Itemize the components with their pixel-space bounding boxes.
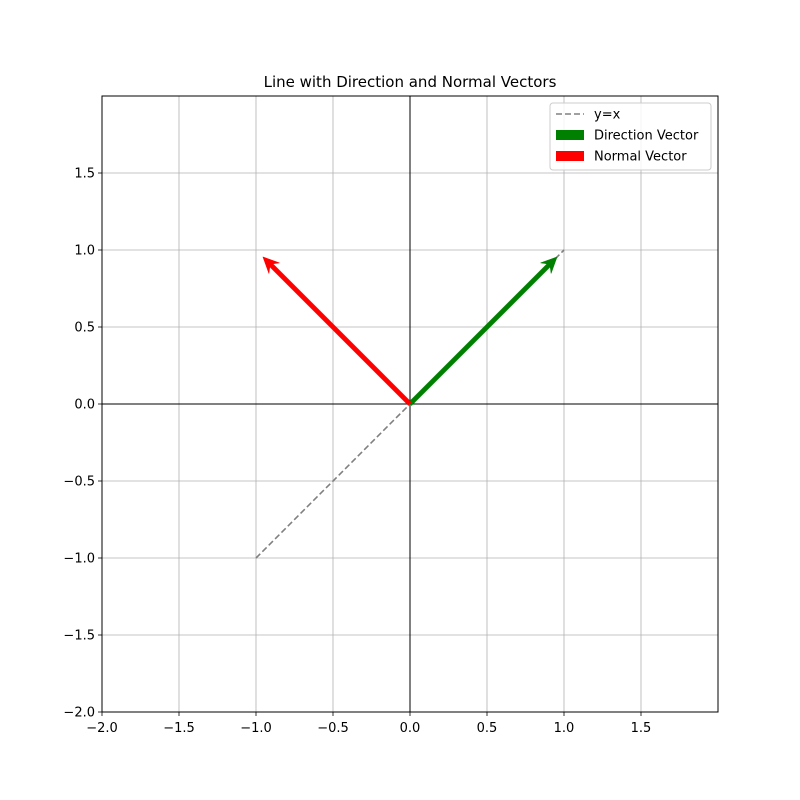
y-tick-label: −0.5 [63,475,95,490]
chart-title: Line with Direction and Normal Vectors [264,73,557,91]
y-tick-label: 0.5 [74,321,95,336]
legend-swatch-patch [556,130,584,140]
legend: y=x Direction Vector Normal Vector [549,102,712,171]
legend-label: Normal Vector [594,150,687,165]
direction-vector-arrow [408,256,558,406]
legend-swatch-patch [556,151,584,161]
y-tick-label: −1.0 [63,552,95,567]
y-tick-label: −2.0 [63,706,95,721]
y-tick-label: −1.5 [63,629,95,644]
legend-box [549,102,712,171]
x-tick-label: 1.0 [554,721,575,736]
x-tick-label: −0.5 [317,721,349,736]
legend-label: y=x [594,108,621,123]
y-tick-label: 0.0 [74,398,95,413]
normal-vector-arrow [262,256,412,406]
ticks-layer: −2.0 −1.5 −1.0 −0.5 0.0 0.5 1.0 1.5 −2.0 −1.5 −1.0… [63,167,651,737]
y-tick-label: 1.5 [74,167,95,182]
x-tick-label: −1.0 [240,721,272,736]
x-tick-label: 0.0 [400,721,421,736]
x-tick-label: 1.5 [631,721,652,736]
x-tick-label: 0.5 [477,721,498,736]
series-layer [255,249,565,559]
y-tick-label: 1.0 [74,244,95,259]
x-tick-label: −1.5 [163,721,195,736]
legend-label: Direction Vector [594,129,699,144]
x-tick-label: −2.0 [86,721,118,736]
